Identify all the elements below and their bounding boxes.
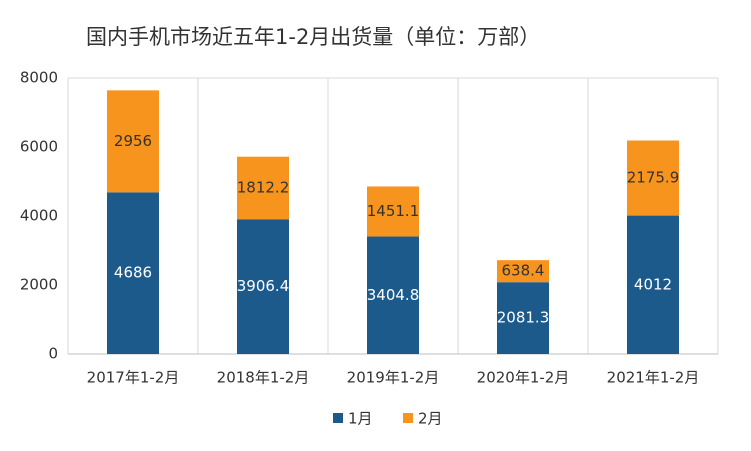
x-tick-label: 2017年1-2月 <box>87 369 180 387</box>
legend-swatch <box>333 413 343 423</box>
x-tick-label: 2019年1-2月 <box>347 369 440 387</box>
bar-segment <box>367 186 419 237</box>
value-label: 1812.2 <box>237 178 290 196</box>
y-tick-label: 2000 <box>20 276 58 294</box>
x-tick-label: 2021年1-2月 <box>607 369 700 387</box>
frame <box>67 77 719 355</box>
value-label: 2081.3 <box>497 309 550 327</box>
legend-label: 1月 <box>348 410 373 428</box>
value-label: 4012 <box>634 275 672 293</box>
value-label: 2956 <box>114 132 152 150</box>
bar-segment <box>107 90 159 193</box>
y-tick-label: 8000 <box>20 69 58 87</box>
y-tick-label: 0 <box>48 345 58 363</box>
y-tick-label: 6000 <box>20 138 58 156</box>
value-label: 3404.8 <box>367 286 420 304</box>
value-label: 2175.9 <box>627 169 680 187</box>
x-tick-label: 2018年1-2月 <box>217 369 310 387</box>
y-tick-label: 4000 <box>20 207 58 225</box>
value-label: 4686 <box>114 264 152 282</box>
bar-segment <box>237 219 289 354</box>
legend-label: 2月 <box>418 410 443 428</box>
legend-swatch <box>403 413 413 423</box>
bar-segment <box>107 192 159 354</box>
bar-segment <box>627 140 679 216</box>
x-tick-label: 2020年1-2月 <box>477 369 570 387</box>
value-label: 1451.1 <box>367 202 420 220</box>
bar-segment <box>367 236 419 354</box>
bar-segment <box>497 260 549 283</box>
bar-segment <box>627 215 679 354</box>
value-label: 638.4 <box>502 262 545 280</box>
bar-segment <box>237 156 289 220</box>
value-label: 3906.4 <box>237 277 290 295</box>
chart-title: 国内手机市场近五年1-2月出货量（单位：万部） <box>86 25 540 49</box>
bar-segment <box>497 282 549 354</box>
